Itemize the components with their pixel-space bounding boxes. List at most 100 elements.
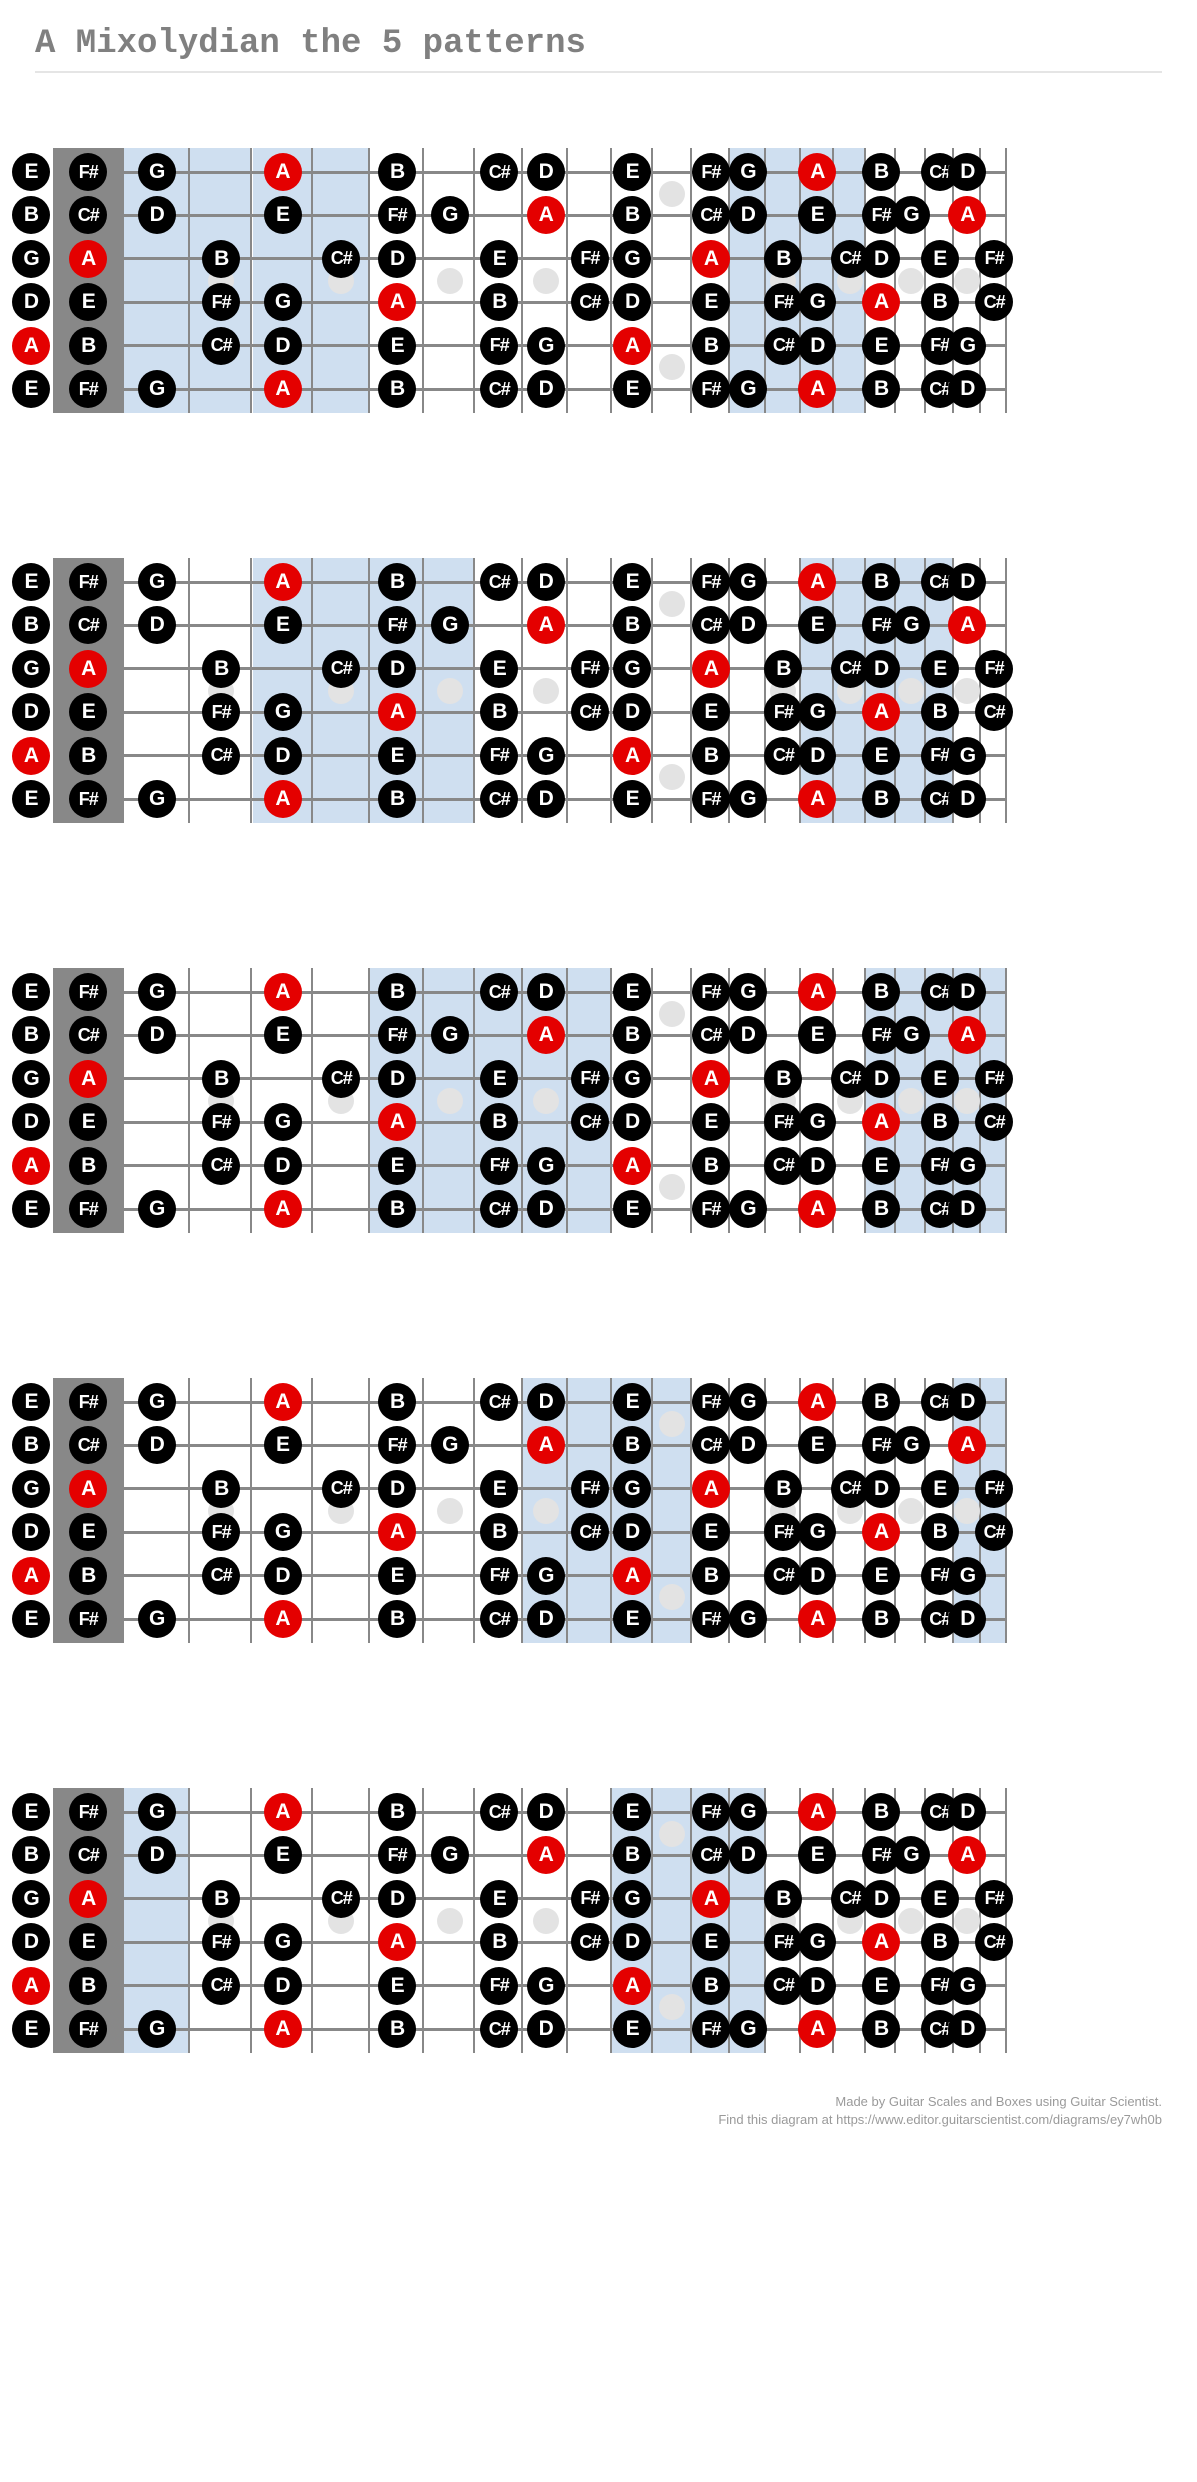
fretted-note: G xyxy=(948,737,986,775)
fretted-note: B xyxy=(69,1557,107,1595)
fretted-note: B xyxy=(692,1967,730,2005)
fretted-note: A xyxy=(527,606,565,644)
fretted-note: E xyxy=(613,1600,651,1638)
open-note: A xyxy=(12,327,50,365)
fretted-note: D xyxy=(527,2010,565,2048)
open-note: G xyxy=(12,650,50,688)
fretted-note: E xyxy=(378,1557,416,1595)
open-note: A xyxy=(12,737,50,775)
fretted-note: G xyxy=(431,1836,469,1874)
fretted-note: B xyxy=(692,1147,730,1185)
fretted-note: G xyxy=(729,563,767,601)
fretted-note: A xyxy=(527,1016,565,1054)
open-note: D xyxy=(12,1923,50,1961)
fretted-note: E xyxy=(264,1016,302,1054)
fretted-note: D xyxy=(527,563,565,601)
fretted-note: B xyxy=(921,693,959,731)
fretted-note: A xyxy=(264,1190,302,1228)
fretted-note: D xyxy=(798,737,836,775)
fretted-note: G xyxy=(613,240,651,278)
fretted-note: G xyxy=(264,1103,302,1141)
fretted-note: F# xyxy=(571,1880,609,1918)
fret-marker xyxy=(898,1908,924,1934)
fretted-note: C# xyxy=(322,240,360,278)
open-note: D xyxy=(12,1513,50,1551)
fretted-note: A xyxy=(264,973,302,1011)
fretted-note: B xyxy=(692,1557,730,1595)
fretted-note: F# xyxy=(480,327,518,365)
fretted-note: D xyxy=(138,606,176,644)
open-note: G xyxy=(12,1880,50,1918)
fretted-note: F# xyxy=(571,650,609,688)
fretted-note: E xyxy=(480,1470,518,1508)
fret-marker xyxy=(437,678,463,704)
fretted-note: C# xyxy=(571,1923,609,1961)
fretted-note: D xyxy=(527,1600,565,1638)
fret-marker xyxy=(954,678,980,704)
fret-marker xyxy=(437,1088,463,1114)
fretted-note: E xyxy=(692,1923,730,1961)
fretted-note: C# xyxy=(322,650,360,688)
fretted-note: E xyxy=(613,2010,651,2048)
fretted-note: C# xyxy=(571,283,609,321)
fret-marker xyxy=(533,1088,559,1114)
fretted-note: B xyxy=(862,1190,900,1228)
page-title: A Mixolydian the 5 patterns xyxy=(35,25,1162,73)
fret-marker xyxy=(437,1498,463,1524)
fretted-note: E xyxy=(862,737,900,775)
fretted-note: B xyxy=(764,1880,802,1918)
fretted-note: A xyxy=(69,650,107,688)
fretted-note: E xyxy=(613,1793,651,1831)
open-note: E xyxy=(12,1793,50,1831)
fret-column xyxy=(568,1378,611,1643)
fretted-note: E xyxy=(921,240,959,278)
fretted-note: G xyxy=(431,1016,469,1054)
fretted-note: D xyxy=(378,240,416,278)
fretted-note: D xyxy=(798,1147,836,1185)
fretted-note: G xyxy=(729,370,767,408)
fretted-note: B xyxy=(202,240,240,278)
fretted-note: B xyxy=(862,973,900,1011)
fretted-note: B xyxy=(378,370,416,408)
fretted-note: E xyxy=(862,1147,900,1185)
fretted-note: G xyxy=(527,327,565,365)
fretted-note: F# xyxy=(571,240,609,278)
fretted-note: B xyxy=(862,1600,900,1638)
fret-marker xyxy=(533,678,559,704)
fretted-note: A xyxy=(264,780,302,818)
fret-marker xyxy=(659,1821,685,1847)
fretted-note: B xyxy=(764,1470,802,1508)
fretted-note: C# xyxy=(975,1923,1013,1961)
fretted-note: F# xyxy=(975,1470,1013,1508)
fretted-note: C# xyxy=(202,327,240,365)
fretted-note: F# xyxy=(69,1383,107,1421)
fretted-note: F# xyxy=(692,1600,730,1638)
fret-marker xyxy=(659,181,685,207)
fretted-note: G xyxy=(431,606,469,644)
fretted-note: G xyxy=(138,563,176,601)
fretted-note: G xyxy=(729,1793,767,1831)
fretted-note: G xyxy=(729,1600,767,1638)
fretted-note: G xyxy=(729,153,767,191)
fretted-note: F# xyxy=(69,563,107,601)
fretted-note: A xyxy=(264,1600,302,1638)
fretted-note: E xyxy=(921,1880,959,1918)
fretted-note: B xyxy=(202,650,240,688)
fretted-note: F# xyxy=(69,1190,107,1228)
fretted-note: B xyxy=(764,240,802,278)
fretted-note: E xyxy=(480,1880,518,1918)
open-notes-column: EBGDAE xyxy=(30,558,53,823)
open-note: D xyxy=(12,693,50,731)
fret-marker xyxy=(437,268,463,294)
fretted-note: A xyxy=(264,370,302,408)
fretted-note: D xyxy=(264,327,302,365)
fretboard: EBGDAEF#GABC#DEF#GABC#DC#DEF#GABC#DEF#GA… xyxy=(53,1788,1007,2053)
fretted-note: D xyxy=(527,1383,565,1421)
fretted-note: D xyxy=(862,1060,900,1098)
fretted-note: C# xyxy=(764,737,802,775)
fretted-note: D xyxy=(527,1793,565,1831)
fretted-note: A xyxy=(613,1967,651,2005)
fretted-note: G xyxy=(527,1557,565,1595)
open-note: E xyxy=(12,1190,50,1228)
fretted-note: G xyxy=(948,327,986,365)
